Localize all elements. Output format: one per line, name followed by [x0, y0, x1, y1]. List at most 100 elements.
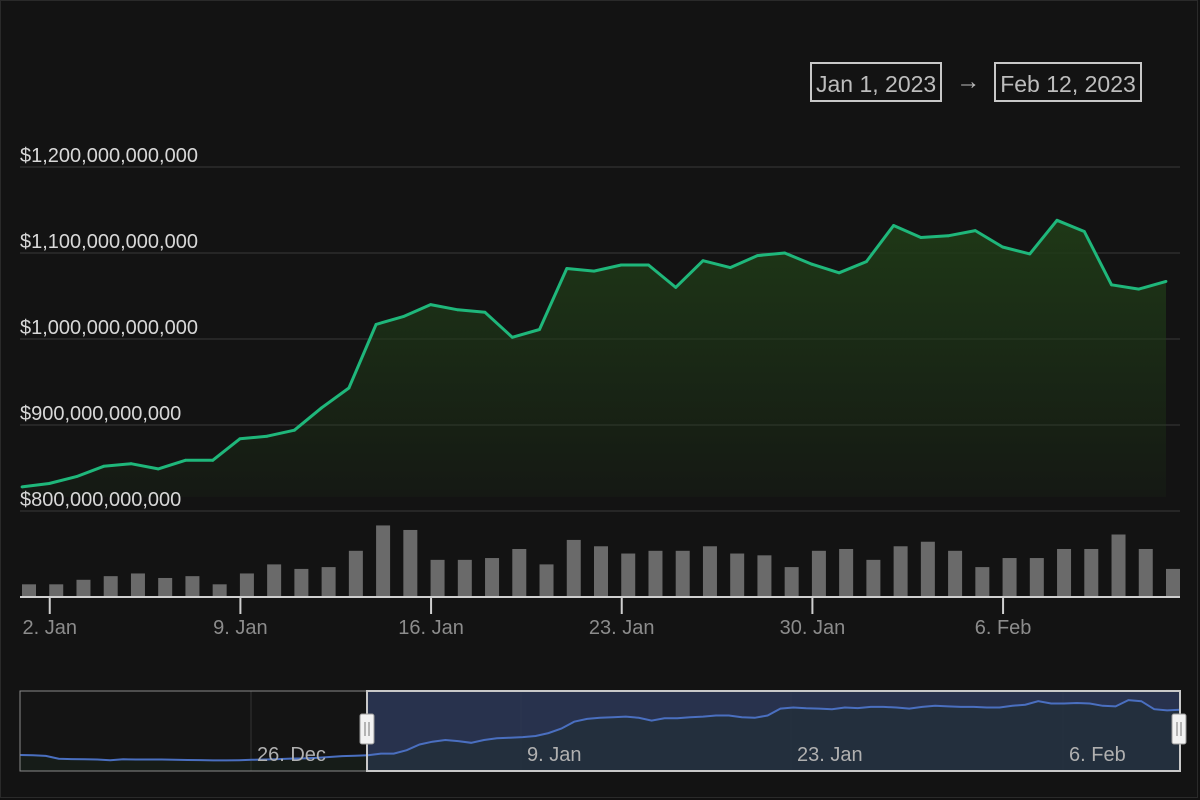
volume-bar — [1111, 534, 1126, 597]
navigator-line — [19, 699, 1181, 762]
range-end-input[interactable]: Feb 12, 2023 — [994, 62, 1142, 102]
volume-bar — [784, 567, 799, 597]
volume-bar — [430, 559, 445, 597]
volume-bar — [185, 576, 200, 597]
price-point — [510, 335, 514, 339]
volume-bar — [948, 550, 963, 597]
price-point — [810, 262, 814, 266]
volume-bar — [1138, 548, 1153, 597]
price-area — [22, 220, 1166, 512]
price-point — [429, 303, 432, 306]
volume-bar — [212, 584, 227, 597]
price-point — [320, 406, 323, 410]
volume-bar — [485, 558, 500, 597]
price-point — [1055, 218, 1059, 222]
price-point — [728, 266, 732, 269]
price-point — [1164, 280, 1168, 283]
volume-bar — [1029, 558, 1044, 597]
volume-bar — [702, 546, 717, 597]
x-axis-label: 30. Jan — [780, 617, 846, 639]
price-point — [1137, 287, 1141, 291]
price-point — [483, 310, 487, 314]
volume-bar — [376, 525, 391, 597]
volume-bar — [22, 584, 36, 597]
volume-bar — [648, 550, 663, 597]
volume-bar — [1166, 568, 1180, 597]
price-point — [1028, 252, 1032, 256]
price-point — [1001, 245, 1004, 249]
price-point — [75, 475, 78, 478]
volume-bar — [811, 550, 826, 597]
volume-bar — [348, 550, 363, 597]
y-axis-label: $900,000,000,000 — [20, 403, 181, 425]
navigator-axis-label: 9. Jan — [527, 744, 581, 766]
price-point — [973, 229, 977, 233]
price-point — [129, 462, 133, 466]
date-range-selector: Jan 1, 2023 → Feb 12, 2023 — [810, 61, 1142, 103]
volume-bar — [1057, 548, 1072, 597]
price-point — [347, 386, 351, 390]
price-point — [20, 485, 24, 489]
handle-grip-icon[interactable] — [359, 713, 375, 745]
volume-bar — [866, 559, 881, 597]
volume-bar — [920, 541, 935, 597]
y-axis-label: $1,000,000,000,000 — [20, 317, 198, 339]
volume-bar — [594, 546, 608, 597]
handle-grip-icon[interactable] — [1171, 713, 1187, 745]
navigator-selected-range[interactable] — [367, 691, 1180, 771]
y-axis-label: $1,200,000,000,000 — [20, 145, 198, 167]
price-point — [47, 482, 51, 485]
y-axis-label: $1,100,000,000,000 — [20, 231, 198, 253]
price-point — [538, 328, 541, 331]
volume-bar — [103, 576, 118, 597]
price-point — [946, 234, 950, 238]
price-point — [401, 315, 405, 318]
price-point — [837, 271, 841, 275]
volume-bar — [675, 550, 690, 597]
price-point — [238, 437, 242, 441]
volume-bar — [130, 573, 145, 597]
volume-bar — [839, 548, 854, 597]
price-point — [184, 458, 187, 462]
volume-bar — [893, 546, 908, 597]
volume-bar — [321, 567, 336, 597]
navigator-right-handle[interactable] — [1171, 713, 1187, 745]
x-axis-label: 2. Jan — [22, 617, 76, 639]
volume-bar — [539, 564, 554, 597]
price-point — [374, 323, 378, 326]
navigator-axis-label: 23. Jan — [797, 744, 863, 766]
volume-bar — [267, 564, 282, 597]
volume-bar — [1084, 548, 1099, 597]
price-point — [1110, 283, 1113, 287]
volume-bar — [621, 553, 636, 597]
price-point — [1082, 230, 1086, 233]
volume-bar — [403, 529, 418, 597]
y-axis-label: $800,000,000,000 — [20, 489, 181, 511]
navigator-area — [20, 700, 1180, 771]
price-point — [102, 464, 106, 468]
x-axis-label: 16. Jan — [398, 617, 464, 639]
x-axis-label: 23. Jan — [589, 617, 655, 639]
volume-bar — [730, 553, 745, 597]
navigator-axis-label: 6. Feb — [1069, 744, 1126, 766]
volume-bar — [76, 579, 91, 597]
price-point — [592, 269, 596, 273]
price-point — [293, 428, 296, 432]
price-point — [156, 467, 160, 471]
price-point — [265, 434, 269, 438]
price-point — [565, 267, 569, 270]
volume-bar — [566, 539, 581, 597]
price-point — [701, 259, 705, 263]
volume-bar — [239, 573, 254, 597]
volume-bar — [158, 577, 173, 597]
range-arrow-icon: → — [956, 68, 981, 95]
x-axis-label: 6. Feb — [975, 617, 1032, 639]
volume-bar — [757, 555, 772, 597]
navigator-left-handle[interactable] — [359, 713, 375, 745]
price-point — [892, 224, 895, 227]
range-start-input[interactable]: Jan 1, 2023 — [810, 62, 943, 102]
volume-bar — [457, 559, 472, 597]
price-point — [919, 236, 923, 239]
volume-bar — [1002, 558, 1017, 597]
